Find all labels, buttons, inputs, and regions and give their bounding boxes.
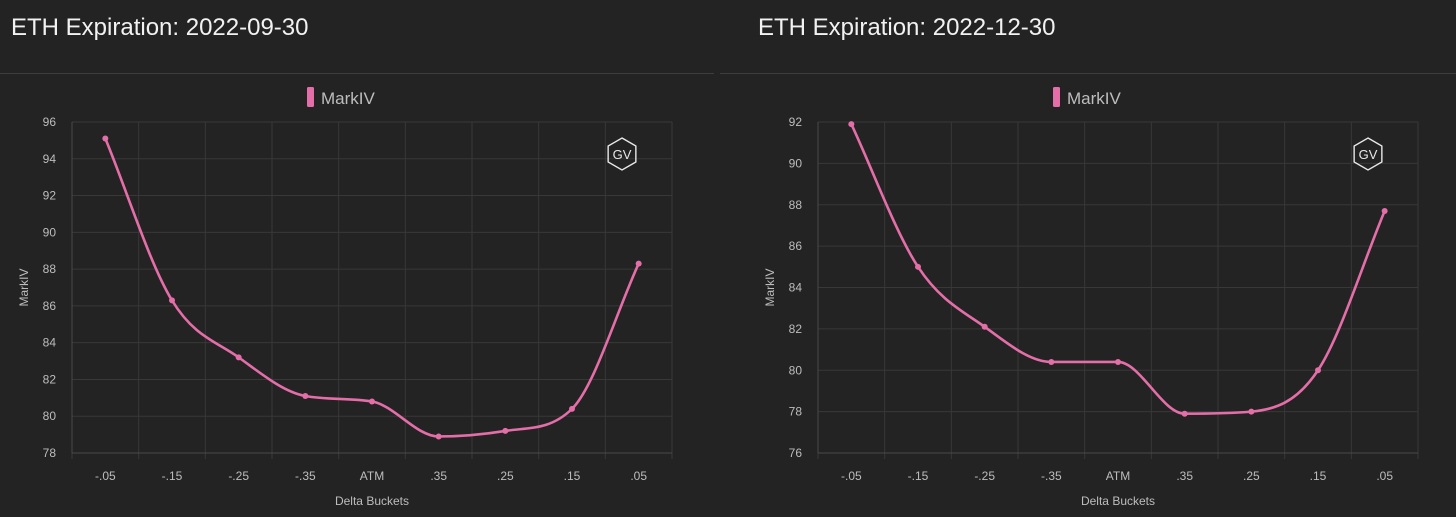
legend-label: MarkIV (1067, 89, 1122, 108)
x-tick-label: -.25 (228, 469, 249, 483)
legend-label: MarkIV (321, 89, 376, 108)
legend-swatch (307, 87, 314, 107)
y-tick-label: 76 (789, 446, 803, 460)
x-tick-label: .25 (497, 469, 514, 483)
data-point[interactable] (302, 392, 309, 399)
title-divider (720, 73, 1456, 74)
y-tick-label: 96 (43, 115, 57, 129)
x-tick-label: .15 (564, 469, 581, 483)
chart-panel-dec: ETH Expiration: 2022-12-30 76 78 80 82 84 86 8… (720, 0, 1456, 517)
x-tick-label: -.05 (841, 469, 862, 483)
data-point[interactable] (981, 323, 988, 330)
x-tick-label: -.05 (95, 469, 116, 483)
x-tick-label: .25 (1243, 469, 1260, 483)
gv-watermark-icon: GV (607, 137, 637, 171)
y-tick-label: 84 (789, 281, 803, 295)
data-point[interactable] (502, 427, 509, 434)
x-axis-title: Delta Buckets (1081, 494, 1155, 508)
x-tick-label: -.35 (295, 469, 316, 483)
chart-svg: 78 80 82 84 86 88 90 92 94 96 -.05 -.15 -.25 -.35 ATM.… (17, 87, 673, 508)
watermark-text: GV (613, 147, 632, 162)
data-point[interactable] (1248, 408, 1255, 415)
x-axis-title: Delta Buckets (335, 494, 409, 508)
y-tick-label: 82 (43, 372, 57, 386)
x-tick-label: -.15 (162, 469, 183, 483)
watermark-hexagon (607, 137, 637, 171)
x-tick-label: .15 (1310, 469, 1327, 483)
x-tick-label: .35 (1176, 469, 1193, 483)
chart-title: ETH Expiration: 2022-12-30 (758, 14, 1056, 41)
y-tick-label: 86 (789, 239, 803, 253)
y-tick-label: 94 (43, 152, 57, 166)
y-axis-title: MarkIV (763, 268, 777, 306)
data-point[interactable] (235, 354, 242, 361)
y-tick-label: 80 (43, 409, 57, 423)
y-tick-label: 90 (789, 156, 803, 170)
y-tick-label: 82 (789, 322, 803, 336)
y-tick-label: 92 (789, 115, 803, 129)
data-point[interactable] (169, 297, 175, 304)
data-point[interactable] (1181, 410, 1188, 417)
legend: MarkIV (1053, 87, 1122, 108)
data-point[interactable] (369, 398, 375, 405)
data-point[interactable] (102, 135, 109, 142)
grid (817, 121, 1419, 459)
y-tick-label: 92 (43, 189, 57, 203)
grid (71, 121, 673, 459)
x-tick-label: .05 (630, 469, 647, 483)
x-tick-label: ATM (360, 469, 384, 483)
x-tick-label: .05 (1376, 469, 1393, 483)
y-tick-label: 86 (43, 299, 57, 313)
x-tick-label: ATM (1106, 469, 1130, 483)
data-point[interactable] (915, 263, 921, 270)
y-tick-label: 84 (43, 336, 57, 350)
chart-panel-sep: ETH Expiration: 2022-09-30 78 80 82 84 86 88 9… (0, 0, 714, 517)
x-tick-label: -.25 (974, 469, 995, 483)
data-point[interactable] (435, 433, 442, 440)
data-point[interactable] (1315, 367, 1321, 374)
y-tick-label: 80 (789, 363, 803, 377)
gv-watermark-icon: GV (1353, 137, 1383, 171)
series-line-markiv (104, 137, 640, 438)
x-tick-label: -.15 (908, 469, 929, 483)
data-point[interactable] (635, 260, 642, 267)
y-tick-label: 88 (789, 198, 803, 212)
chart-svg: 76 78 80 82 84 86 88 90 92 -.05 -.15 -.25 -.35 ATM .35… (763, 87, 1419, 508)
title-divider (0, 73, 714, 74)
data-point[interactable] (1381, 207, 1388, 214)
watermark-text: GV (1359, 147, 1378, 162)
data-point[interactable] (569, 405, 575, 412)
y-tick-label: 88 (43, 262, 57, 276)
y-tick-label: 78 (43, 446, 57, 460)
data-point[interactable] (1115, 358, 1121, 365)
chart-title: ETH Expiration: 2022-09-30 (11, 14, 309, 41)
y-tick-label: 78 (789, 405, 803, 419)
y-axis-title: MarkIV (17, 268, 31, 306)
legend-swatch (1053, 87, 1060, 107)
watermark-hexagon (1353, 137, 1383, 171)
x-tick-label: -.35 (1041, 469, 1062, 483)
x-tick-label: .35 (430, 469, 447, 483)
legend: MarkIV (307, 87, 376, 108)
data-point[interactable] (848, 121, 855, 128)
data-point[interactable] (1048, 358, 1055, 365)
y-tick-label: 90 (43, 225, 57, 239)
